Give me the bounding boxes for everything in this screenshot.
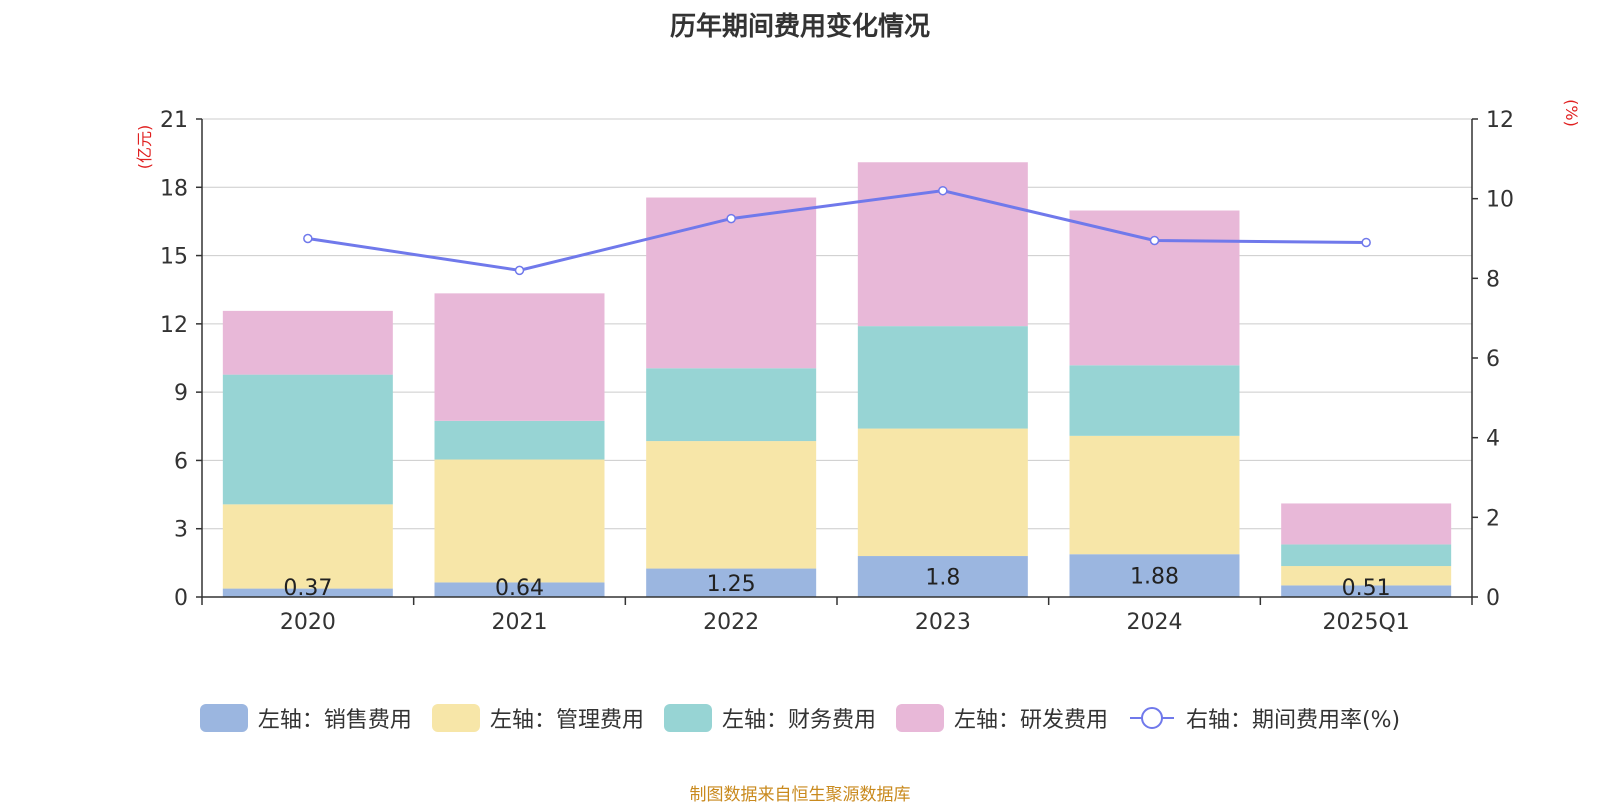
bar-segment	[1281, 566, 1452, 586]
y-left-tick-label: 21	[160, 108, 188, 133]
y-right-tick-label: 0	[1486, 586, 1500, 611]
y-right-tick-label: 4	[1486, 427, 1500, 452]
bar-segment	[1069, 554, 1240, 597]
x-tick-label: 2023	[915, 610, 971, 635]
x-tick-label: 2024	[1127, 610, 1183, 635]
bar-segment	[857, 428, 1028, 557]
bar-segment	[1281, 585, 1452, 597]
y-right-tick-label: 12	[1486, 108, 1514, 133]
bar-segment	[1069, 435, 1240, 555]
expense-ratio-line	[307, 189, 1367, 272]
expense-ratio-point	[514, 265, 525, 276]
legend-swatch-admin	[431, 704, 480, 732]
legend-label-rnd: 左轴：研发费用	[953, 708, 1108, 733]
bar-segment	[434, 582, 605, 597]
expense-ratio-point	[726, 213, 736, 224]
y-left-tick-label: 6	[174, 449, 188, 474]
y-left-tick-label: 18	[160, 176, 188, 201]
bar-segment	[222, 504, 393, 589]
x-tick-label: 2021	[492, 610, 548, 635]
bar-segment	[222, 374, 393, 505]
expense-ratio-point	[1149, 235, 1160, 246]
bar-segment	[222, 588, 393, 597]
y-left-tick-label: 0	[174, 586, 188, 611]
legend-line-marker-icon	[1129, 707, 1174, 729]
y-right-tick-label: 2	[1486, 506, 1500, 531]
bar-segment	[646, 368, 817, 442]
y-left-tick-label: 3	[174, 518, 188, 543]
x-tick-label: 2025Q1	[1323, 610, 1410, 635]
bar-data-label: 1.25	[707, 572, 756, 597]
legend-label-admin: 左轴：管理费用	[489, 708, 644, 733]
y-left-axis-label: (亿元)	[135, 125, 154, 170]
bar-segment	[434, 293, 605, 421]
bar-segment	[1069, 210, 1240, 366]
bar-segment	[857, 326, 1028, 429]
y-right-tick-label: 6	[1486, 347, 1500, 372]
bar-segment	[1281, 544, 1452, 567]
x-tick-label: 2022	[703, 610, 759, 635]
bar-segment	[1281, 503, 1452, 545]
x-tick-label: 2020	[280, 610, 336, 635]
legend-item-expense-ratio[interactable]: 右轴：期间费用率(%)	[1128, 702, 1400, 734]
bar-segment	[434, 459, 605, 583]
bar-segment	[857, 556, 1028, 597]
source-footer: 制图数据来自恒生聚源数据库	[689, 785, 911, 805]
legend-label-finance: 左轴：财务费用	[721, 708, 876, 733]
expense-ratio-point	[938, 185, 948, 196]
y-left-tick-label: 15	[160, 245, 188, 270]
bar-segment	[646, 197, 817, 369]
legend-label-expense-ratio: 右轴：期间费用率(%)	[1185, 708, 1401, 733]
y-right-tick-label: 8	[1486, 267, 1500, 292]
chart-title: 历年期间费用变化情况	[669, 12, 930, 42]
legend-item-admin[interactable]: 左轴：管理费用	[431, 702, 644, 734]
legend-swatch-finance	[663, 704, 712, 732]
y-right-axis-label: (%)	[1562, 99, 1581, 127]
legend-item-sales[interactable]: 左轴：销售费用	[199, 702, 412, 734]
legend-swatch-sales	[199, 704, 248, 732]
legend-swatch-rnd	[895, 704, 944, 732]
y-right-tick-label: 10	[1486, 188, 1514, 213]
bar-data-label: 1.8	[925, 566, 960, 591]
legend-item-rnd[interactable]: 左轴：研发费用	[895, 702, 1108, 734]
legend-label-sales: 左轴：销售费用	[257, 708, 412, 733]
bar-segment	[222, 310, 393, 375]
bar-segment	[646, 441, 817, 569]
bar-data-label: 1.88	[1130, 565, 1179, 590]
bar-segment	[1069, 365, 1240, 436]
expense-ratio-point	[1361, 237, 1371, 248]
bar-segment	[646, 568, 817, 597]
bar-segment	[434, 420, 605, 460]
legend-item-finance[interactable]: 左轴：财务费用	[663, 702, 876, 734]
y-left-tick-label: 9	[174, 381, 188, 406]
legend: 左轴：销售费用 左轴：管理费用 左轴：财务费用 左轴：研发费用 右轴：期间费用率…	[0, 702, 1600, 734]
y-left-tick-label: 12	[160, 313, 188, 338]
expense-ratio-point	[303, 233, 313, 244]
